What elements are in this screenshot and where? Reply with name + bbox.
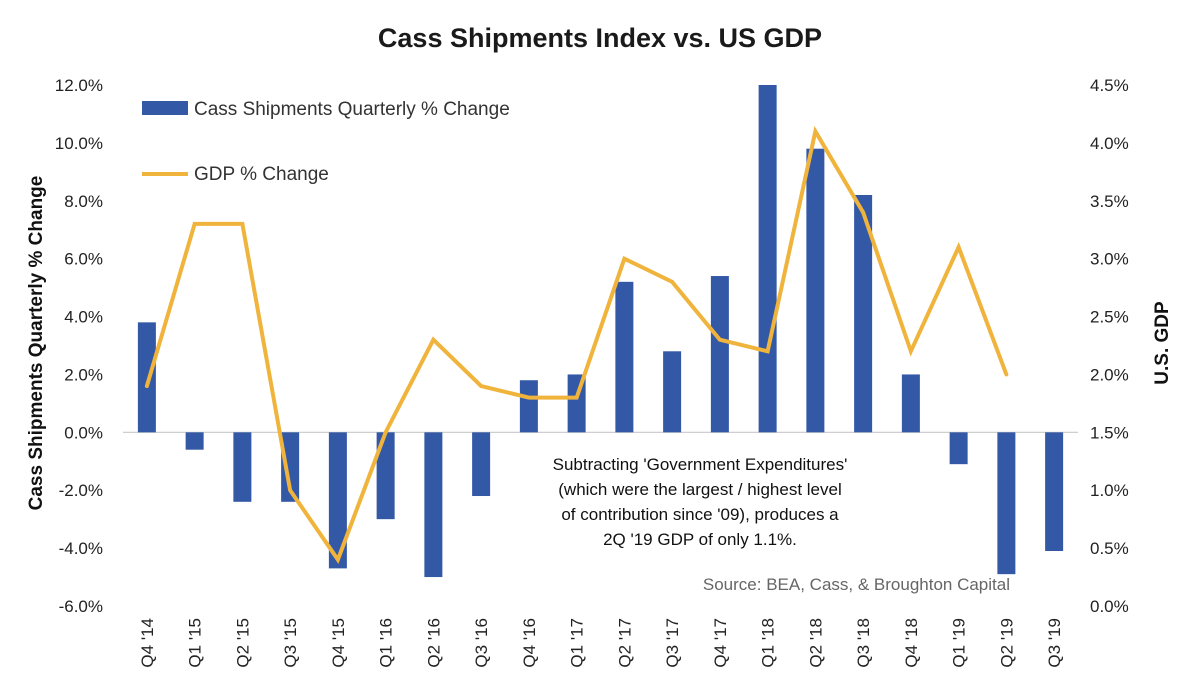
x-tick-label: Q2 '17 bbox=[615, 618, 634, 668]
bar bbox=[806, 148, 825, 433]
bar bbox=[424, 432, 443, 578]
x-tick-label: Q1 '18 bbox=[759, 618, 778, 668]
y-tick-right: 1.0% bbox=[1090, 481, 1129, 500]
y-tick-left: 6.0% bbox=[64, 250, 103, 269]
bar bbox=[376, 432, 395, 520]
bar bbox=[997, 432, 1016, 575]
bar bbox=[472, 432, 491, 497]
legend: Cass Shipments Quarterly % Change GDP % C… bbox=[142, 99, 510, 185]
annotation-line: (which were the largest / highest level bbox=[558, 480, 841, 499]
x-tick-label: Q4 '17 bbox=[711, 618, 730, 668]
y-tick-left: -4.0% bbox=[59, 539, 103, 558]
x-tick-label: Q3 '16 bbox=[472, 618, 491, 668]
x-tick-label: Q2 '16 bbox=[424, 618, 443, 668]
x-tick-label: Q1 '19 bbox=[950, 618, 969, 668]
bar bbox=[1045, 432, 1064, 552]
bar bbox=[758, 85, 777, 433]
source-note: Source: BEA, Cass, & Broughton Capital bbox=[703, 575, 1010, 594]
y-tick-right: 2.5% bbox=[1090, 308, 1129, 327]
y-tick-left: 10.0% bbox=[55, 134, 103, 153]
chart-title: Cass Shipments Index vs. US GDP bbox=[378, 23, 822, 53]
y-tick-right: 3.5% bbox=[1090, 192, 1129, 211]
y-tick-left: -6.0% bbox=[59, 597, 103, 616]
y-axis-label-right: U.S. GDP bbox=[1152, 301, 1173, 385]
y-tick-left: -2.0% bbox=[59, 481, 103, 500]
bar bbox=[233, 432, 252, 502]
gdp-line bbox=[144, 125, 1009, 564]
x-tick-label: Q3 '19 bbox=[1045, 618, 1064, 668]
axes: 12.0% 10.0% 8.0% 6.0% 4.0% 2.0% 0.0% -2.0% -4.0%… bbox=[55, 76, 1129, 668]
bar bbox=[185, 432, 204, 450]
y-tick-right: 0.5% bbox=[1090, 539, 1129, 558]
y-tick-left: 0.0% bbox=[64, 423, 103, 442]
bar bbox=[710, 276, 729, 433]
x-tick-label: Q4 '14 bbox=[138, 618, 157, 668]
bar bbox=[137, 322, 156, 433]
annotation-line: Subtracting 'Government Expenditures' bbox=[553, 455, 848, 474]
y-tick-left: 8.0% bbox=[64, 192, 103, 211]
x-tick-label: Q1 '17 bbox=[568, 618, 587, 668]
bar bbox=[949, 432, 968, 465]
bar bbox=[854, 194, 873, 433]
x-tick-label: Q3 '15 bbox=[281, 618, 300, 668]
x-tick-label: Q4 '18 bbox=[902, 618, 921, 668]
x-tick-label: Q1 '16 bbox=[377, 618, 396, 668]
x-tick-label: Q2 '19 bbox=[997, 618, 1016, 668]
y-tick-right: 1.5% bbox=[1090, 423, 1129, 442]
y-tick-right: 4.5% bbox=[1090, 76, 1129, 95]
x-tick-label: Q4 '15 bbox=[329, 618, 348, 668]
bar bbox=[901, 374, 920, 433]
x-tick-label: Q1 '15 bbox=[186, 618, 205, 668]
x-tick-label: Q2 '18 bbox=[806, 618, 825, 668]
bar bbox=[615, 281, 634, 433]
y-tick-left: 12.0% bbox=[55, 76, 103, 95]
x-tick-label: Q4 '16 bbox=[520, 618, 539, 668]
annotation: Subtracting 'Government Expenditures' (wh… bbox=[553, 455, 848, 549]
y-tick-left: 2.0% bbox=[64, 365, 103, 384]
annotation-line: 2Q '19 GDP of only 1.1%. bbox=[603, 530, 797, 549]
line-series bbox=[144, 125, 1009, 564]
bar bbox=[519, 380, 538, 433]
y-tick-right: 2.0% bbox=[1090, 365, 1129, 384]
annotation-line: of contribution since '09), produces a bbox=[561, 505, 839, 524]
x-tick-label: Q2 '15 bbox=[233, 618, 252, 668]
y-tick-left: 4.0% bbox=[64, 308, 103, 327]
bar bbox=[328, 432, 347, 569]
x-tick-label: Q3 '18 bbox=[854, 618, 873, 668]
y-tick-right: 4.0% bbox=[1090, 134, 1129, 153]
y-tick-right: 3.0% bbox=[1090, 250, 1129, 269]
y-tick-right: 0.0% bbox=[1090, 597, 1129, 616]
legend-label-bar: Cass Shipments Quarterly % Change bbox=[194, 99, 510, 120]
x-tick-label: Q3 '17 bbox=[663, 618, 682, 668]
legend-label-line: GDP % Change bbox=[194, 164, 329, 185]
legend-swatch-bar bbox=[142, 101, 188, 115]
bar bbox=[663, 351, 682, 433]
y-axis-label-left: Cass Shipments Quarterly % Change bbox=[26, 176, 47, 511]
bar bbox=[281, 432, 300, 502]
